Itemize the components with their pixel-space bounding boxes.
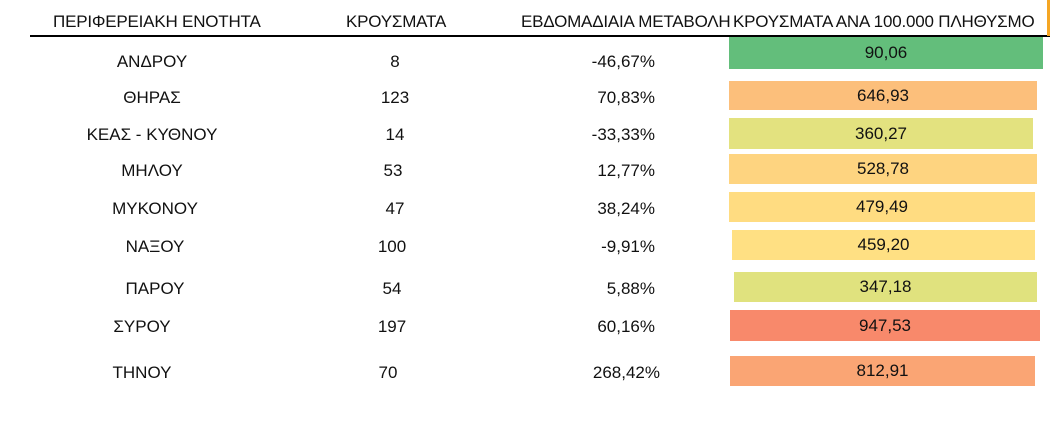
cell-weekly-change: 268,42% — [592, 363, 660, 382]
cell-cases-per-100k: 646,93 — [729, 81, 1037, 110]
header-region: ΠΕΡΙΦΕΡΕΙΑΚΗ ΕΝΟΤΗΤΑ — [53, 12, 261, 31]
cell-weekly-change: -9,91% — [601, 237, 655, 256]
cell-cases: 54 — [382, 279, 402, 298]
header-divider — [30, 35, 1050, 37]
cell-cases-per-100k: 479,49 — [729, 192, 1035, 222]
cell-weekly-change: 70,83% — [597, 88, 655, 107]
cell-weekly-change: 12,77% — [597, 161, 655, 180]
cell-cases: 70 — [378, 363, 398, 382]
cell-cases-per-100k: 947,53 — [730, 310, 1040, 341]
header-cases: ΚΡΟΥΣΜΑΤΑ — [346, 12, 447, 31]
table-row: ΘΗΡΑΣ 123 70,83% 646,93 — [0, 81, 1050, 113]
cell-cases-per-100k: 347,18 — [734, 272, 1037, 302]
table-row: ΣΥΡΟΥ 197 60,16% 947,53 — [0, 310, 1050, 342]
cell-region: ΑΝΔΡΟΥ — [116, 52, 188, 71]
table-row: ΤΗΝΟΥ 70 268,42% 812,91 — [0, 356, 1050, 388]
cell-weekly-change: -33,33% — [591, 125, 655, 144]
table-row: ΝΑΞΟΥ 100 -9,91% 459,20 — [0, 230, 1050, 262]
cell-cases-per-100k: 459,20 — [732, 230, 1035, 260]
table-row: ΚΕΑΣ - ΚΥΘΝΟΥ 14 -33,33% 360,27 — [0, 118, 1050, 150]
cell-weekly-change: 5,88% — [606, 279, 655, 298]
cell-cases: 100 — [377, 237, 407, 256]
header-weekly-change: ΕΒΔΟΜΑΔΙΑΙΑ ΜΕΤΑΒΟΛΗ — [521, 12, 731, 31]
cell-cases-per-100k: 360,27 — [729, 118, 1033, 149]
cell-cases: 197 — [377, 317, 407, 336]
cell-cases-per-100k: 90,06 — [729, 37, 1043, 69]
cell-weekly-change: -46,67% — [591, 52, 655, 71]
column-edge-marker — [1047, 0, 1050, 36]
cell-region: ΜΗΛΟΥ — [121, 161, 183, 180]
cell-region: ΘΗΡΑΣ — [123, 88, 181, 107]
cell-cases: 8 — [390, 52, 400, 71]
table-row: ΠΑΡΟΥ 54 5,88% 347,18 — [0, 272, 1050, 304]
cell-cases: 53 — [383, 161, 403, 180]
cell-region: ΚΕΑΣ - ΚΥΘΝΟΥ — [86, 125, 218, 144]
cell-cases-per-100k: 528,78 — [729, 154, 1037, 184]
cell-region: ΠΑΡΟΥ — [125, 279, 185, 298]
cell-region: ΤΗΝΟΥ — [112, 363, 172, 382]
cell-region: ΝΑΞΟΥ — [125, 237, 185, 256]
table-row: ΑΝΔΡΟΥ 8 -46,67% 90,06 — [0, 37, 1050, 77]
cell-cases-per-100k: 812,91 — [730, 356, 1035, 386]
cell-region: ΜΥΚΟΝΟΥ — [112, 199, 198, 218]
cell-cases: 123 — [380, 88, 410, 107]
cell-weekly-change: 38,24% — [597, 199, 655, 218]
cell-region: ΣΥΡΟΥ — [113, 317, 171, 336]
cell-cases: 14 — [385, 125, 405, 144]
table-row: ΜΥΚΟΝΟΥ 47 38,24% 479,49 — [0, 192, 1050, 224]
cell-weekly-change: 60,16% — [597, 317, 655, 336]
cell-cases: 47 — [385, 199, 405, 218]
header-cases-per-100k: ΚΡΟΥΣΜΑΤΑ ΑΝΑ 100.000 ΠΛΗΘΥΣΜΟ — [733, 12, 1035, 31]
table-row: ΜΗΛΟΥ 53 12,77% 528,78 — [0, 154, 1050, 186]
